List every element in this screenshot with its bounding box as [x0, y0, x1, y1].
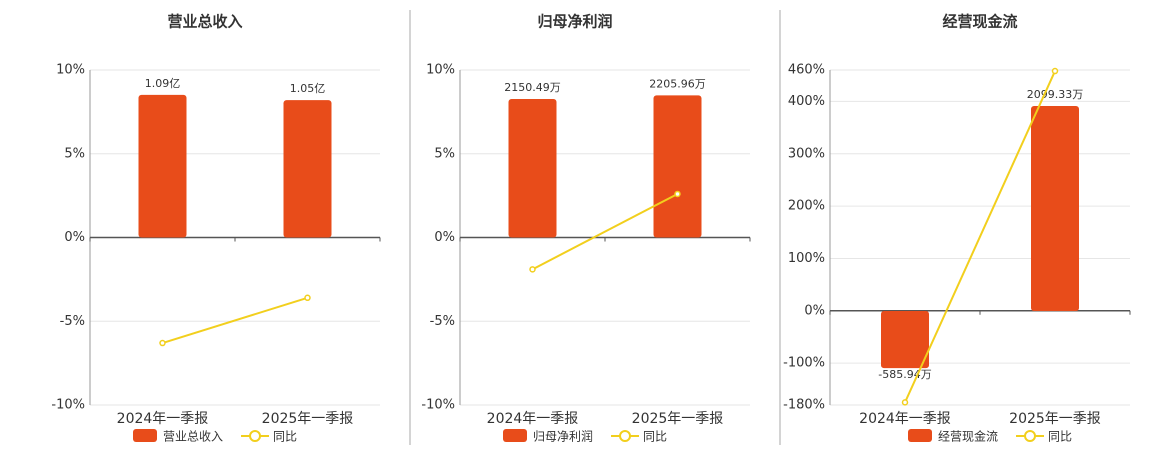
- y-tick-label: 5%: [434, 146, 455, 161]
- legend-label: 营业总收入: [163, 430, 223, 444]
- y-tick-label: 200%: [788, 199, 825, 214]
- bar: [283, 100, 332, 238]
- x-tick-label: 2025年一季报: [1009, 411, 1101, 427]
- x-tick-label: 2024年一季报: [117, 411, 209, 427]
- chart-title: 营业总收入: [167, 13, 242, 31]
- y-tick-label: -10%: [51, 398, 85, 413]
- y-tick-label: 10%: [426, 63, 455, 78]
- line: [162, 296, 308, 344]
- legend-label: 同比: [1048, 430, 1072, 444]
- line: [532, 193, 678, 271]
- y-tick-label: -180%: [783, 398, 825, 413]
- value-label: 2099.33万: [1027, 88, 1084, 101]
- y-tick-label: 0%: [64, 230, 85, 245]
- x-tick-label: 2024年一季报: [487, 411, 579, 427]
- chart-title: 归母净利润: [537, 13, 612, 31]
- value-label: 1.09亿: [145, 77, 181, 90]
- legend-label: 同比: [643, 430, 667, 444]
- legend-swatch: [133, 429, 157, 442]
- line-point: [901, 399, 909, 406]
- bar: [138, 94, 187, 238]
- legend-label: 同比: [273, 430, 297, 444]
- legend-swatch: [619, 430, 632, 442]
- bar: [653, 95, 702, 238]
- y-tick-label: -100%: [783, 356, 825, 371]
- line-point: [674, 190, 681, 198]
- y-tick-label: -10%: [421, 398, 455, 413]
- line: [904, 70, 1056, 403]
- legend-swatch: [1024, 430, 1037, 442]
- line-point: [1051, 67, 1059, 75]
- line-point: [159, 339, 166, 347]
- y-tick-label: 0%: [804, 303, 825, 318]
- legend-label: 经营现金流: [938, 429, 998, 444]
- y-tick-label: 10%: [56, 63, 85, 78]
- line-point: [304, 294, 311, 302]
- legend-label: 归母净利润: [533, 430, 593, 444]
- value-label: 2205.96万: [649, 77, 706, 90]
- y-tick-label: 300%: [788, 146, 825, 161]
- legend-swatch: [249, 430, 262, 442]
- legend-swatch: [503, 429, 527, 442]
- x-tick-label: 2025年一季报: [262, 411, 354, 427]
- x-tick-label: 2024年一季报: [859, 411, 951, 427]
- line-point: [529, 266, 536, 273]
- y-tick-label: 460%: [788, 63, 825, 78]
- y-tick-label: -5%: [60, 314, 85, 329]
- y-tick-label: 100%: [788, 251, 825, 266]
- value-label: 2150.49万: [504, 81, 561, 94]
- y-tick-label: -5%: [430, 314, 455, 329]
- x-tick-label: 2025年一季报: [632, 411, 724, 427]
- y-tick-label: 0%: [434, 230, 455, 245]
- bar: [508, 98, 557, 238]
- y-tick-label: 400%: [788, 94, 825, 109]
- chart-title: 经营现金流: [942, 13, 1017, 31]
- bar: [881, 310, 929, 369]
- bar: [1031, 105, 1079, 311]
- value-label: -585.94万: [878, 368, 931, 381]
- legend-swatch: [908, 429, 932, 442]
- y-tick-label: 5%: [64, 146, 85, 161]
- value-label: 1.05亿: [290, 82, 326, 95]
